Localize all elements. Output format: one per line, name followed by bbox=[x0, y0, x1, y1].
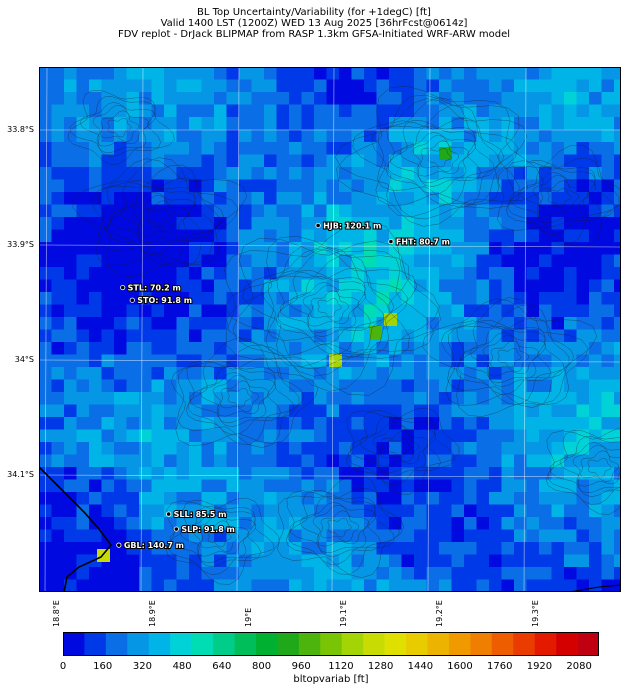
colorbar-tick-label: 640 bbox=[212, 661, 232, 672]
station-dot bbox=[120, 284, 126, 291]
station-label: HJB: 120.1 m bbox=[323, 221, 381, 230]
colorbar-swatch bbox=[427, 632, 450, 656]
colorbar-label: bltopvariab [ft] bbox=[293, 674, 369, 685]
colorbar-swatch bbox=[213, 632, 235, 656]
station-dot bbox=[315, 222, 321, 229]
colorbar-tick-label: 1600 bbox=[447, 661, 473, 672]
colorbar-swatch bbox=[384, 632, 407, 656]
colorbar-tick-label: 0 bbox=[59, 661, 67, 672]
longitude-label: 19.1°E bbox=[339, 600, 348, 627]
colorbar-swatch bbox=[127, 632, 150, 656]
station-dot bbox=[388, 238, 394, 245]
colorbar-swatch bbox=[320, 632, 343, 656]
colorbar-swatch bbox=[148, 632, 171, 656]
coastline bbox=[39, 466, 113, 592]
variability-grid bbox=[39, 67, 621, 592]
longitude-label: 18.9°E bbox=[148, 600, 157, 627]
map-title-line3: FDV replot - DrJack BLIPMAP from RASP 1.… bbox=[117, 29, 511, 40]
longitude-label: 19°E bbox=[244, 607, 253, 627]
station-hjb: HJB: 120.1 m bbox=[315, 220, 382, 231]
station-label: SLL: 85.5 m bbox=[174, 510, 227, 519]
map-title-line1: BL Top Uncertainty/Variability (for +1de… bbox=[197, 7, 431, 18]
colorbar-swatch bbox=[513, 632, 535, 656]
longitude-label: 18.8°E bbox=[52, 600, 61, 627]
colorbar-tick-label: 800 bbox=[251, 661, 272, 672]
station-label: STO: 91.8 m bbox=[137, 296, 192, 305]
colorbar-tick-label: 2080 bbox=[566, 661, 592, 672]
colorbar-swatch bbox=[170, 632, 192, 656]
station-fht: FHT: 80.7 m bbox=[388, 237, 451, 248]
colorbar-swatch bbox=[556, 632, 578, 656]
colorbar bbox=[63, 632, 599, 656]
colorbar-tick-label: 480 bbox=[172, 661, 192, 672]
station-sto: STO: 91.8 m bbox=[129, 295, 193, 306]
colorbar-swatch bbox=[363, 632, 385, 656]
forecast-map: HJB: 120.1 m FHT: 80.7 m STL: 70.2 m STO: 9… bbox=[39, 67, 621, 592]
colorbar-tick-label: 960 bbox=[291, 661, 311, 672]
station-stl: STL: 70.2 m bbox=[120, 283, 182, 294]
colorbar-swatch bbox=[234, 632, 257, 656]
colorbar-swatch bbox=[534, 632, 557, 656]
station-label: SLP: 91.8 m bbox=[181, 525, 235, 534]
station-dot bbox=[116, 542, 122, 548]
colorbar-swatch bbox=[255, 632, 278, 656]
colorbar-swatch bbox=[63, 632, 85, 656]
colorbar-swatch bbox=[298, 632, 321, 656]
longitude-label: 19.3°E bbox=[531, 600, 540, 627]
colorbar-swatch bbox=[406, 632, 428, 656]
station-dot bbox=[173, 526, 179, 532]
longitude-label: 19.2°E bbox=[435, 600, 444, 627]
colorbar-swatch bbox=[341, 632, 364, 656]
latitude-label: 34.1°S bbox=[7, 470, 34, 479]
station-label: STL: 70.2 m bbox=[128, 284, 181, 293]
station-dot bbox=[129, 297, 135, 303]
colorbar-tick-label: 1120 bbox=[328, 661, 354, 672]
colorbar-swatch bbox=[277, 632, 300, 656]
station-sll: SLL: 85.5 m bbox=[166, 509, 227, 520]
terrain-contours bbox=[67, 85, 621, 585]
colorbar-tick-label: 1280 bbox=[367, 661, 394, 672]
colorbar-swatch bbox=[84, 632, 107, 656]
colorbar-tick-label: 160 bbox=[93, 661, 113, 672]
latitude-label: 33.9°S bbox=[7, 240, 34, 249]
colorbar-tick-label: 1440 bbox=[407, 661, 434, 672]
latitude-label: 33.8°S bbox=[7, 125, 34, 134]
station-dot bbox=[166, 511, 172, 517]
colorbar-tick-label: 320 bbox=[132, 661, 152, 672]
colorbar-swatch bbox=[470, 632, 493, 656]
colorbar-swatch bbox=[491, 632, 514, 656]
coastline-north bbox=[568, 584, 621, 592]
station-label: FHT: 80.7 m bbox=[396, 238, 450, 247]
colorbar-tick-label: 1920 bbox=[526, 661, 553, 672]
colorbar-swatch bbox=[105, 632, 128, 656]
colorbar-swatch bbox=[191, 632, 214, 656]
station-slp: SLP: 91.8 m bbox=[173, 524, 236, 535]
colorbar-swatch bbox=[577, 632, 599, 656]
station-gbl: GBL: 140.7 m bbox=[116, 540, 185, 551]
station-label: GBL: 140.7 m bbox=[124, 541, 184, 550]
map-title-line2: Valid 1400 LST (1200Z) WED 13 Aug 2025 [… bbox=[160, 18, 468, 29]
station-markers: HJB: 120.1 m FHT: 80.7 m STL: 70.2 m STO: 9… bbox=[116, 220, 451, 551]
colorbar-swatch bbox=[448, 632, 471, 656]
lat-lon-gridlines bbox=[39, 67, 621, 592]
colorbar-tick-label: 1760 bbox=[487, 661, 513, 672]
latitude-label: 34°S bbox=[14, 355, 34, 364]
